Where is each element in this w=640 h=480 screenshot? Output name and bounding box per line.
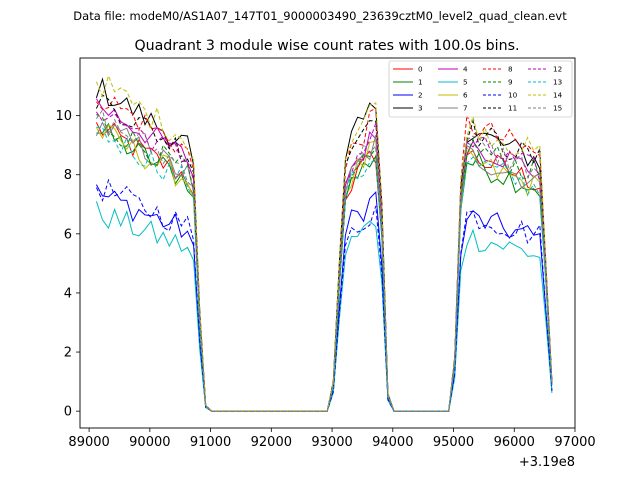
- legend-label-7: 7: [463, 104, 468, 113]
- legend-label-6: 6: [463, 91, 468, 100]
- series-line-1: [96, 122, 553, 412]
- series-line-6: [95, 124, 553, 412]
- legend-label-15: 15: [553, 104, 562, 113]
- x-tick-label: 89000: [68, 435, 109, 450]
- x-tick-label: 94000: [372, 435, 413, 450]
- series-line-2: [95, 184, 553, 412]
- series-line-11: [95, 94, 553, 412]
- legend-label-8: 8: [508, 65, 513, 74]
- x-tick-label: 91000: [190, 435, 231, 450]
- legend-label-14: 14: [553, 91, 563, 100]
- legend-label-12: 12: [553, 65, 562, 74]
- chart-title: Quadrant 3 module wise count rates with …: [134, 38, 519, 54]
- legend-label-11: 11: [508, 104, 517, 113]
- x-tick-label: 93000: [311, 435, 352, 450]
- y-tick-label: 0: [64, 405, 72, 420]
- series-line-15: [95, 108, 553, 412]
- x-offset-label: +3.19e8: [519, 455, 575, 470]
- series-line-14: [95, 74, 553, 412]
- series-line-4: [95, 98, 553, 412]
- y-tick-label: 6: [64, 227, 72, 242]
- legend-label-2: 2: [418, 91, 423, 100]
- legend-label-1: 1: [418, 78, 423, 87]
- series-group: [95, 74, 553, 412]
- legend-label-3: 3: [418, 104, 423, 113]
- y-tick-label: 4: [64, 286, 72, 301]
- x-tick-label: 95000: [433, 435, 474, 450]
- legend-label-9: 9: [508, 78, 513, 87]
- x-tick-label: 96000: [494, 435, 535, 450]
- y-tick-label: 8: [64, 168, 72, 183]
- legend-label-5: 5: [463, 78, 468, 87]
- series-line-10: [95, 178, 553, 412]
- x-tick-label: 97000: [554, 435, 595, 450]
- legend-label-13: 13: [553, 78, 562, 87]
- legend-label-0: 0: [418, 65, 423, 74]
- x-tick-label: 90000: [129, 435, 170, 450]
- series-line-5: [95, 201, 553, 412]
- tick-group: 89000 90000 91000 92000 93000 94000 95000 96000…: [55, 109, 595, 450]
- legend-frame: [388, 60, 573, 118]
- legend-label-10: 10: [508, 91, 518, 100]
- y-tick-label: 2: [64, 346, 72, 361]
- y-tick-label: 10: [55, 109, 72, 124]
- plot-frame: [79, 57, 576, 429]
- x-tick-label: 92000: [251, 435, 292, 450]
- chart-suptitle: Data file: modeM0/AS1A07_147T01_90000034…: [73, 9, 567, 23]
- legend-label-4: 4: [463, 65, 468, 74]
